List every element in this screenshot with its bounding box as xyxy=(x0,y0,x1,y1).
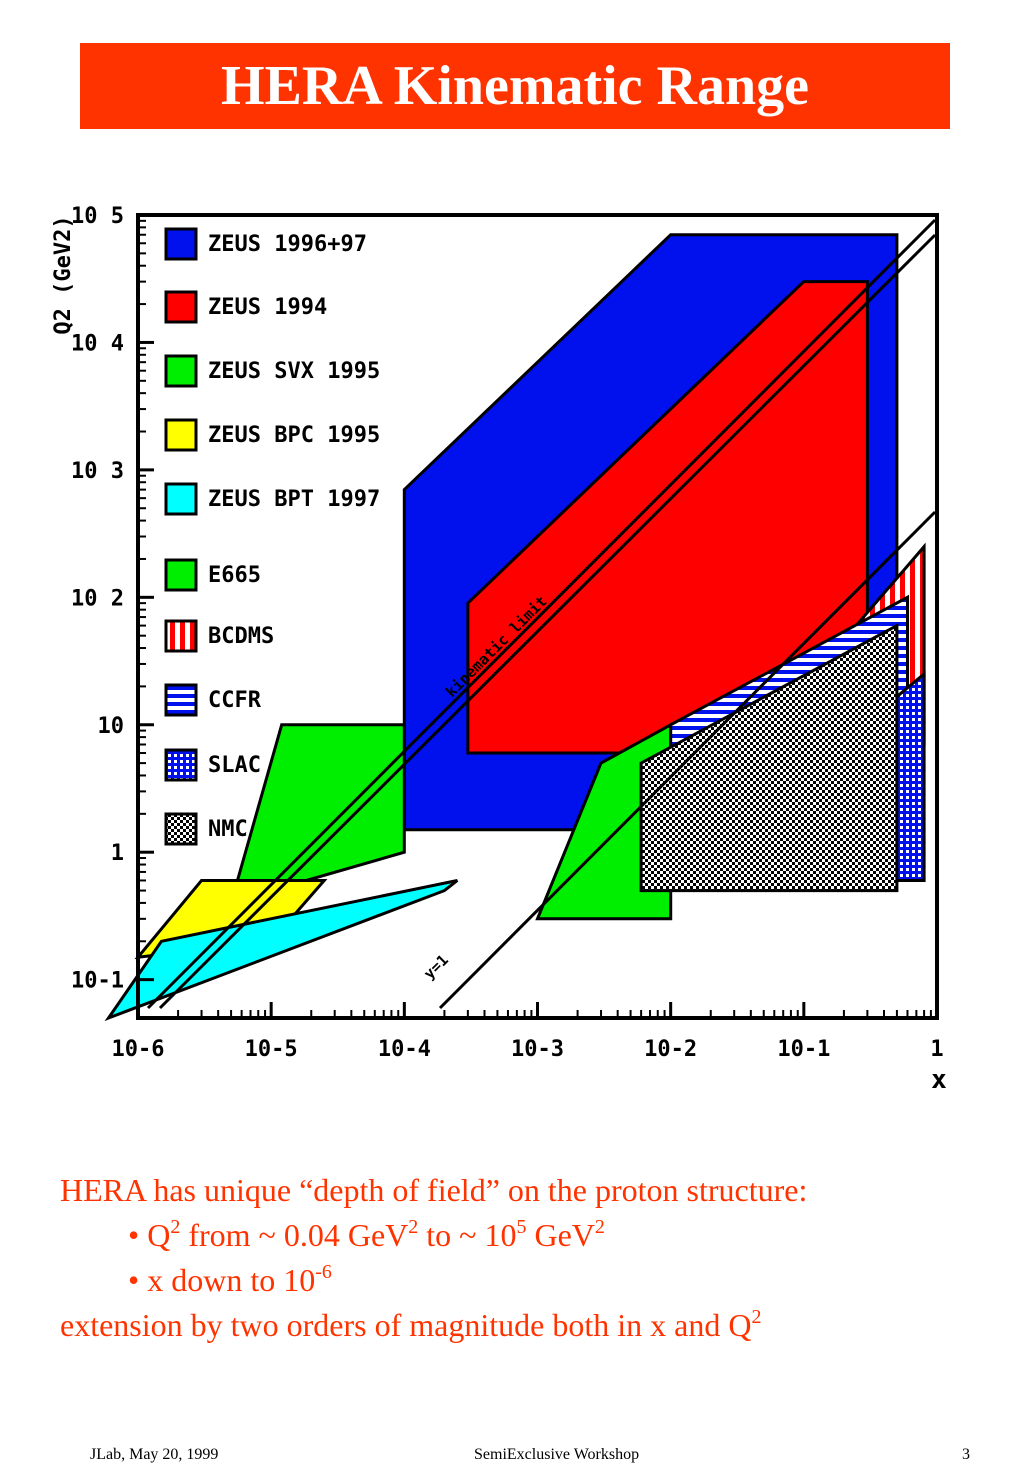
x-tick-label: 10-2 xyxy=(644,1037,697,1062)
legend-label: ZEUS 1996+97 xyxy=(208,232,367,257)
sup-4: 2 xyxy=(594,1216,605,1238)
kinematic-limit-line-1 xyxy=(146,218,937,1010)
y-tick-label: 10 2 xyxy=(71,586,124,611)
x-tick-label: 10-3 xyxy=(511,1037,564,1062)
region-zeus-svx-1995 xyxy=(228,723,406,906)
legend-label: ZEUS BPC 1995 xyxy=(208,423,380,448)
x-tick-label: 10-4 xyxy=(378,1037,431,1062)
x-tick-label: 10-1 xyxy=(777,1037,830,1062)
legend-swatch xyxy=(164,619,198,653)
legend-swatch xyxy=(164,812,198,846)
y-tick-label: 1 xyxy=(111,841,124,866)
plot-axes: 10-6 10-5 10-4 10-3 10-2 10-1 1 10-1 1 10 10 2 10 3… xyxy=(51,204,947,1090)
bullet-q2-d: GeV xyxy=(526,1217,595,1253)
y-axis-label: Q2 (GeV2) xyxy=(51,215,76,334)
sup-5: -6 xyxy=(315,1261,332,1283)
legend-swatch xyxy=(164,290,198,324)
text-line-4: extension by two orders of magnitude bot… xyxy=(60,1303,980,1348)
legend-label: ZEUS BPT 1997 xyxy=(208,487,380,512)
page-title: HERA Kinematic Range xyxy=(221,55,809,117)
bullet-q2-range: • Q2 from ~ 0.04 GeV2 to ~ 105 GeV2 xyxy=(60,1213,980,1258)
sup-2: 2 xyxy=(408,1216,419,1238)
y-tick-label: 10 4 xyxy=(71,331,124,356)
x-tick-label: 1 xyxy=(930,1037,943,1062)
chart-legend: ZEUS 1996+97 ZEUS 1994 ZEUS SVX 1995 ZEUS B… xyxy=(164,227,380,846)
footer-page-number: 3 xyxy=(962,1446,970,1463)
bullet-q2-c: to ~ 10 xyxy=(418,1217,517,1253)
y-one-line xyxy=(438,510,937,1010)
legend-swatch xyxy=(164,748,198,782)
legend-label: E665 xyxy=(208,563,261,588)
text-line-1: HERA has unique “depth of field” on the … xyxy=(60,1172,808,1208)
bullet-x-a: • x down to 10 xyxy=(128,1262,316,1298)
y-tick-label: 10-1 xyxy=(71,969,124,994)
legend-swatch xyxy=(164,418,198,452)
legend-label: CCFR xyxy=(208,688,262,713)
sup-3: 5 xyxy=(516,1216,527,1238)
kinematic-limit-line-2 xyxy=(158,233,937,1010)
bullet-x-range: • x down to 10-6 xyxy=(60,1258,980,1303)
slide-body-text: HERA has unique “depth of field” on the … xyxy=(60,1168,980,1348)
legend-label: NMC xyxy=(208,817,248,842)
footer-workshop: SemiExclusive Workshop xyxy=(474,1446,640,1463)
y-tick-label: 10 5 xyxy=(71,204,124,229)
legend-label: BCDMS xyxy=(208,624,274,649)
annotation-y-equals-1: y=1 xyxy=(420,951,452,983)
y-tick-label: 10 3 xyxy=(71,459,124,484)
footer-date: JLab, May 20, 1999 xyxy=(90,1446,219,1463)
legend-label: ZEUS 1994 xyxy=(208,295,327,320)
legend-swatch xyxy=(164,558,198,592)
legend-swatch xyxy=(164,354,198,388)
legend-label: SLAC xyxy=(208,753,261,778)
x-tick-label: 10-6 xyxy=(112,1037,165,1062)
bullet-q2-a: • Q xyxy=(128,1217,171,1253)
legend-swatch xyxy=(164,482,198,516)
x-axis-label: x xyxy=(931,1065,947,1090)
legend-swatch xyxy=(164,227,198,261)
legend-label: ZEUS SVX 1995 xyxy=(208,359,380,384)
sup-6: 2 xyxy=(751,1306,762,1328)
bullet-q2-b: from ~ 0.04 GeV xyxy=(180,1217,409,1253)
region-zeus-bpt-1997 xyxy=(104,879,459,1022)
sup-1: 2 xyxy=(170,1216,181,1238)
x-tick-label: 10-5 xyxy=(245,1037,298,1062)
y-tick-label: 10 xyxy=(98,714,125,739)
legend-swatch xyxy=(164,683,198,717)
title-banner: HERA Kinematic Range xyxy=(80,43,950,129)
line4-text: extension by two orders of magnitude bot… xyxy=(60,1307,752,1343)
